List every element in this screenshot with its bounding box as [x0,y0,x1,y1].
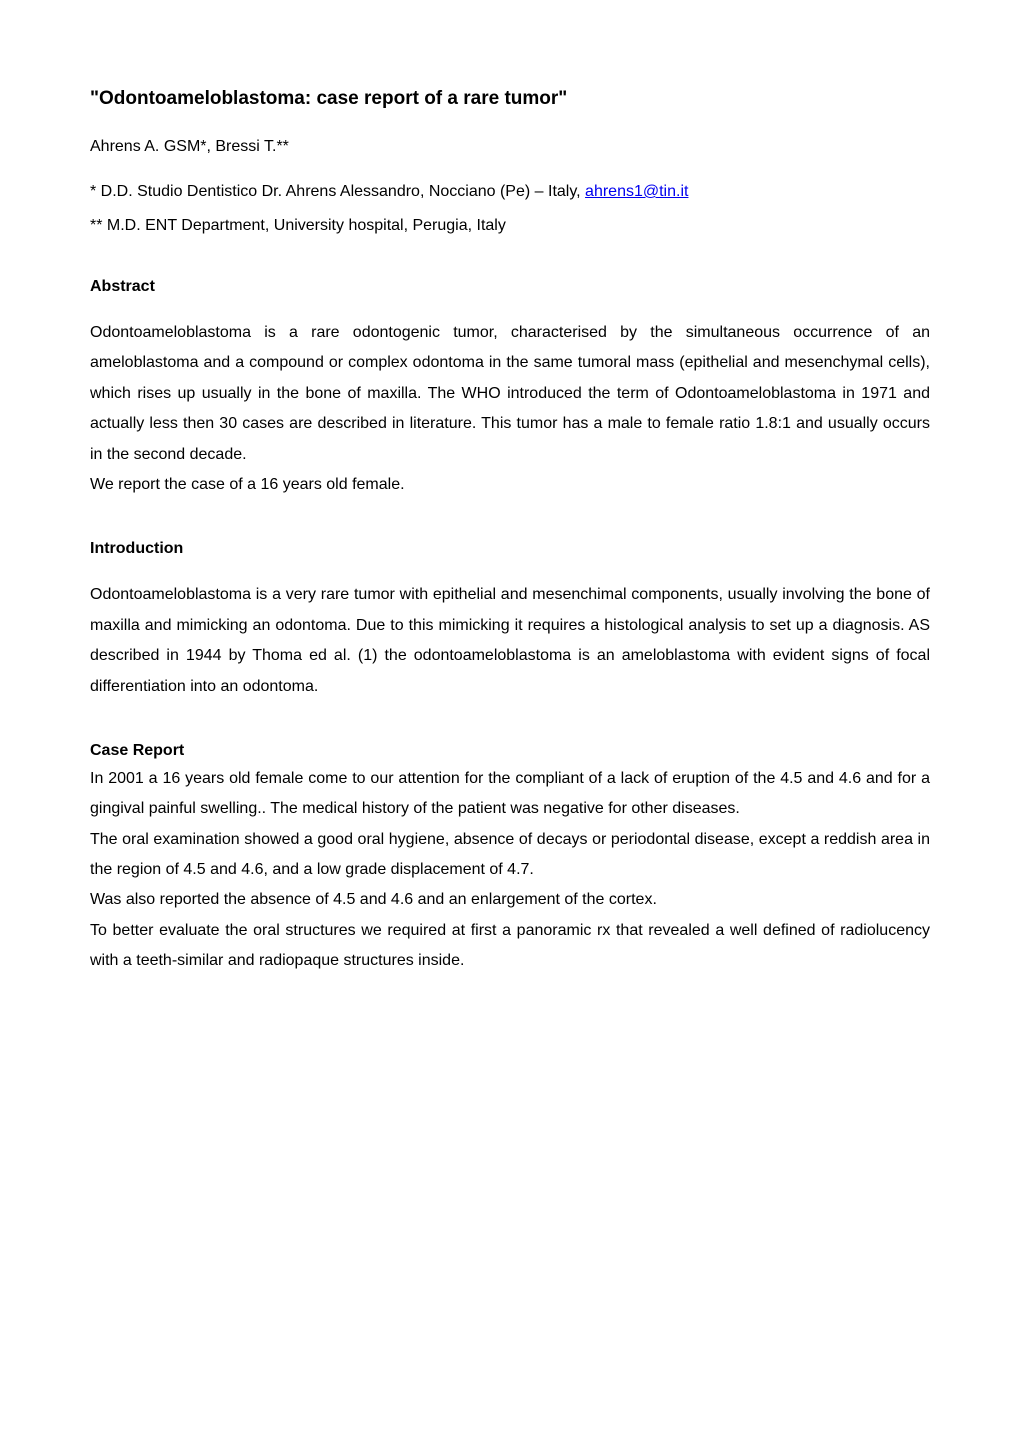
affiliation-first-text: * D.D. Studio Dentistico Dr. Ahrens Ales… [90,183,585,200]
introduction-paragraph-1: Odontoameloblastoma is a very rare tumor… [90,580,930,702]
case-report-paragraph-3: Was also reported the absence of 4.5 and… [90,885,930,915]
case-report-paragraph-2: The oral examination showed a good oral … [90,825,930,886]
case-report-paragraph-4: To better evaluate the oral structures w… [90,916,930,977]
affiliation-first: * D.D. Studio Dentistico Dr. Ahrens Ales… [90,180,930,204]
document-title: "Odontoameloblastoma: case report of a r… [90,88,930,110]
case-report-paragraph-1: In 2001 a 16 years old female come to ou… [90,764,930,825]
abstract-heading: Abstract [90,278,930,296]
abstract-paragraph-2: We report the case of a 16 years old fem… [90,470,930,500]
affiliation-second: ** M.D. ENT Department, University hospi… [90,214,930,238]
case-report-heading: Case Report [90,742,930,760]
introduction-heading: Introduction [90,540,930,558]
abstract-paragraph-1: Odontoameloblastoma is a rare odontogeni… [90,318,930,470]
authors-line: Ahrens A. GSM*, Bressi T.** [90,138,930,156]
affiliation-email-link[interactable]: ahrens1@tin.it [585,183,688,200]
